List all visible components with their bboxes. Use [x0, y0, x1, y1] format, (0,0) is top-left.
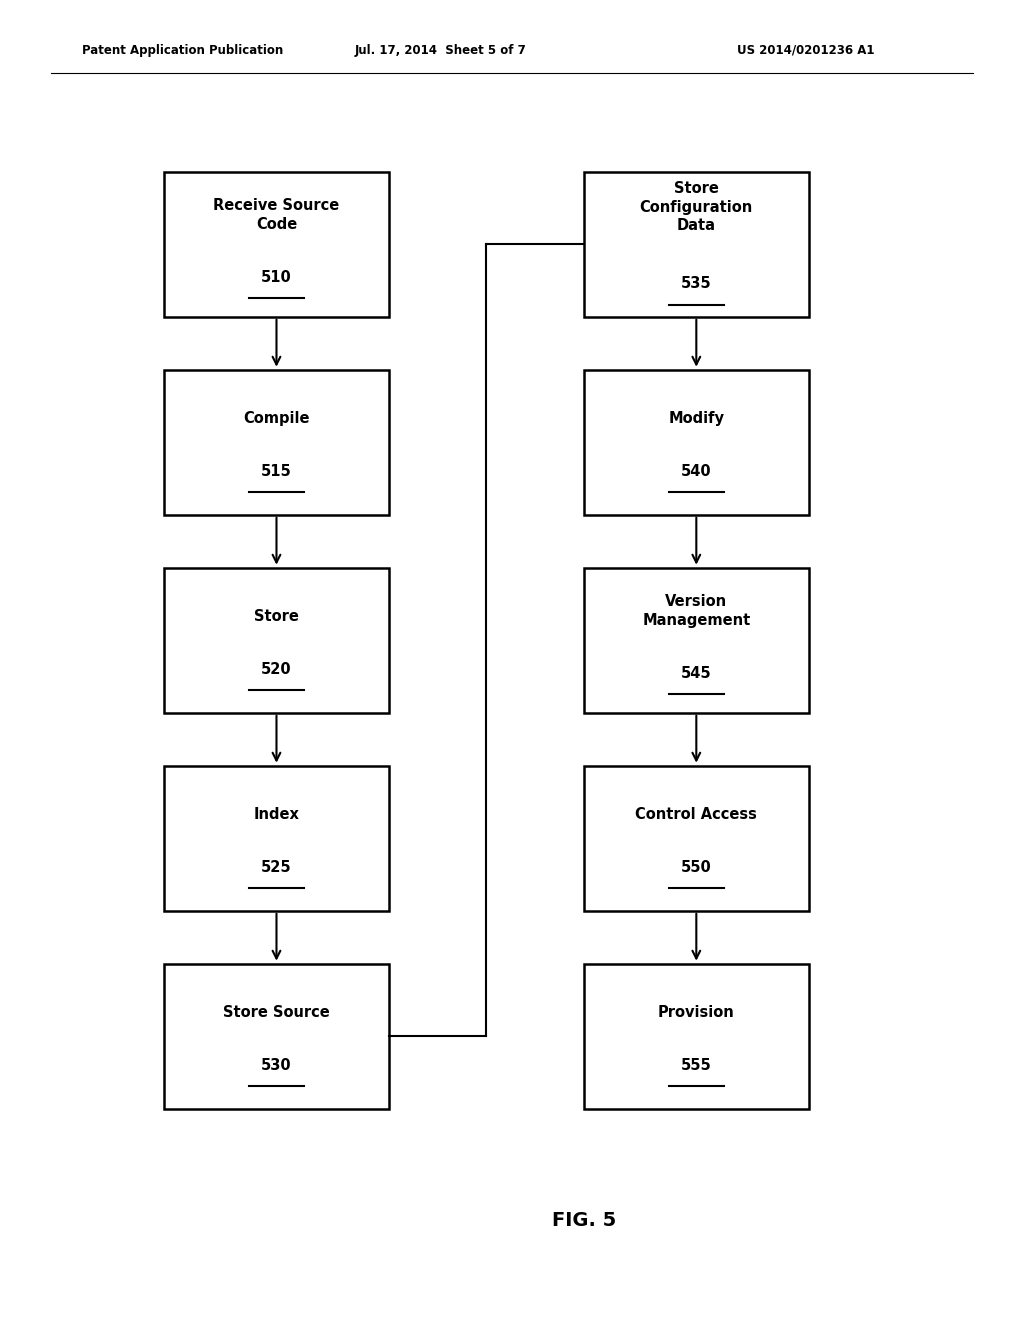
Text: Version
Management: Version Management — [642, 594, 751, 628]
Text: US 2014/0201236 A1: US 2014/0201236 A1 — [737, 44, 874, 57]
Text: 520: 520 — [261, 661, 292, 677]
Text: Index: Index — [254, 807, 299, 822]
Text: Receive Source
Code: Receive Source Code — [213, 198, 340, 232]
Text: Patent Application Publication: Patent Application Publication — [82, 44, 284, 57]
Bar — [584, 964, 809, 1109]
Text: 530: 530 — [261, 1057, 292, 1073]
Text: Store: Store — [254, 609, 299, 624]
Text: Store
Configuration
Data: Store Configuration Data — [640, 181, 753, 234]
Text: Modify: Modify — [669, 411, 724, 426]
Text: Provision: Provision — [658, 1005, 734, 1020]
Bar — [164, 964, 389, 1109]
Text: Jul. 17, 2014  Sheet 5 of 7: Jul. 17, 2014 Sheet 5 of 7 — [354, 44, 526, 57]
Text: 515: 515 — [261, 463, 292, 479]
Bar — [164, 370, 389, 515]
Text: Store Source: Store Source — [223, 1005, 330, 1020]
Bar — [584, 370, 809, 515]
Text: Compile: Compile — [244, 411, 309, 426]
Text: FIG. 5: FIG. 5 — [552, 1212, 615, 1230]
Text: 545: 545 — [681, 665, 712, 681]
Text: Control Access: Control Access — [635, 807, 758, 822]
Bar — [584, 172, 809, 317]
Text: 535: 535 — [681, 276, 712, 292]
Bar — [164, 766, 389, 911]
Text: 510: 510 — [261, 269, 292, 285]
Text: 555: 555 — [681, 1057, 712, 1073]
Bar — [164, 172, 389, 317]
Bar — [164, 568, 389, 713]
Text: 550: 550 — [681, 859, 712, 875]
Bar — [584, 766, 809, 911]
Text: 525: 525 — [261, 859, 292, 875]
Bar — [584, 568, 809, 713]
Text: 540: 540 — [681, 463, 712, 479]
